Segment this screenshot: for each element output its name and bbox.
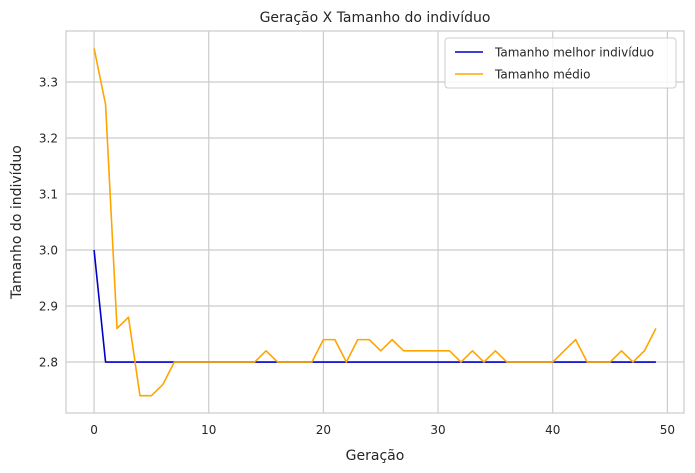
x-axis-label: Geração: [346, 448, 405, 464]
legend-entry: Tamanho médio: [494, 68, 590, 82]
legend-box: [444, 37, 677, 89]
x-tick-label: 30: [430, 423, 445, 437]
chart-title: Geração X Tamanho do indivíduo: [260, 10, 491, 26]
tick-labels: 0 10 20 30 40 50 2.8 2.9 3.0 3.1 3.2 3.3: [39, 75, 675, 437]
y-tick-label: 3.0: [39, 244, 58, 258]
series-group: [93, 48, 657, 397]
y-tick-label: 2.9: [39, 300, 58, 314]
x-tick-label: 40: [545, 423, 560, 437]
plot-area-frame: [65, 30, 685, 414]
y-tick-label: 3.2: [39, 131, 58, 145]
legend-entry: Tamanho melhor indivíduo: [494, 46, 654, 60]
y-tick-label: 3.1: [39, 187, 58, 201]
x-tick-label: 20: [316, 423, 331, 437]
x-tick-label: 10: [201, 423, 216, 437]
y-tick-label: 2.8: [39, 356, 58, 370]
legend: Tamanho melhor indivíduo Tamanho médio: [444, 37, 677, 89]
x-tick-label: 50: [660, 423, 675, 437]
series-line-2: [93, 48, 657, 397]
y-axis-label: Tamanho do indivíduo: [9, 145, 25, 300]
y-tick-label: 3.3: [39, 75, 58, 89]
x-tick-label: 0: [90, 423, 98, 437]
